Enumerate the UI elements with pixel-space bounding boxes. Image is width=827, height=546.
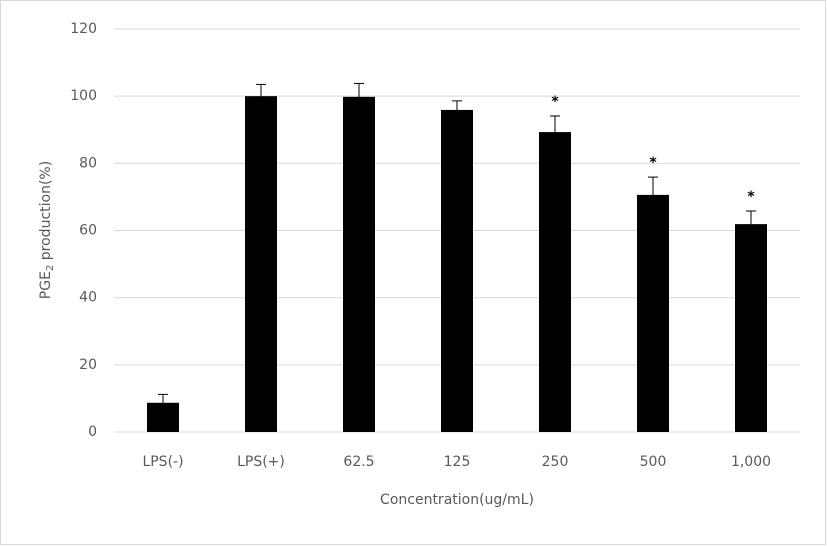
bar: [637, 194, 669, 432]
significance-marker: *: [649, 155, 657, 171]
significance-marker: *: [551, 94, 559, 110]
y-tick-label: 60: [79, 223, 97, 239]
y-title-main: PGE: [38, 271, 54, 299]
bar: [735, 224, 767, 432]
y-tick-label: 20: [79, 357, 97, 373]
y-title-sub: 2: [45, 265, 56, 271]
bar: [539, 132, 571, 432]
y-tick-label: 100: [70, 88, 97, 104]
y-title-rest: production(%): [38, 161, 54, 265]
x-tick-label: LPS(-): [142, 454, 183, 470]
bar: [343, 96, 375, 433]
x-tick-label: 250: [542, 454, 569, 470]
x-tick-label: 125: [444, 454, 471, 470]
x-tick-label: 1,000: [731, 454, 771, 470]
y-axis-title: PGE2 production(%): [38, 161, 56, 299]
x-tick-label: LPS(+): [237, 454, 285, 470]
y-tick-label: 80: [79, 155, 97, 171]
bar: [441, 109, 473, 432]
x-tick-label: 500: [640, 454, 667, 470]
bar: [245, 96, 277, 433]
x-tick-label: 62.5: [343, 454, 374, 470]
y-tick-label: 40: [79, 290, 97, 306]
y-tick-label: 0: [88, 424, 97, 440]
y-tick-label: 120: [70, 21, 97, 37]
significance-marker: *: [747, 189, 755, 205]
x-axis-title: Concentration(ug/mL): [380, 492, 534, 508]
